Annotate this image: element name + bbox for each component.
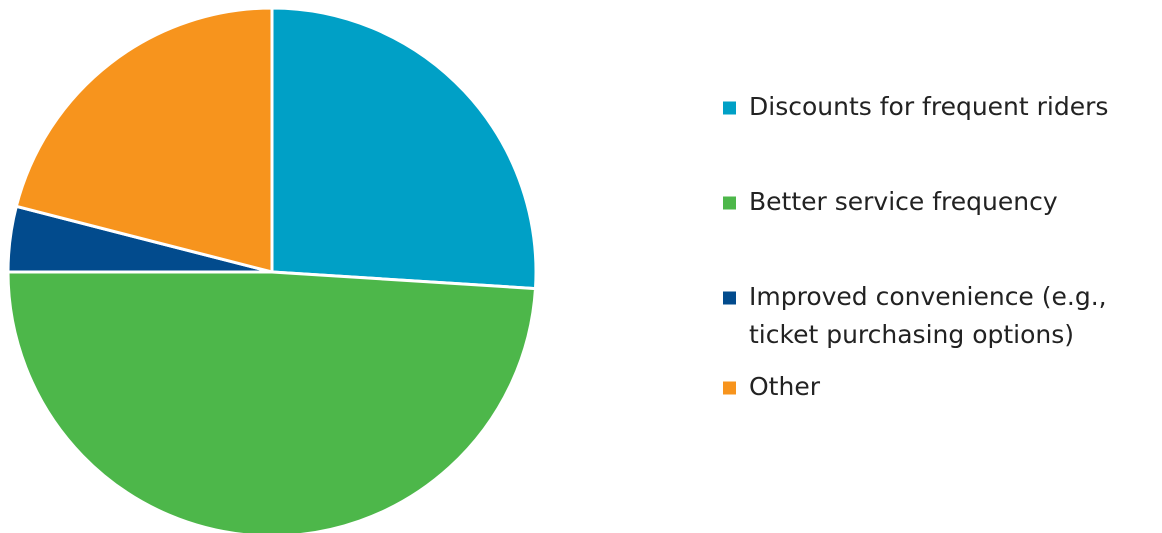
- legend-label: Discounts for frequent riders: [749, 92, 1108, 121]
- legend-item-1: Discounts for frequent riders: [723, 92, 1108, 121]
- pie-slices: [6, 6, 538, 533]
- legend-marker: [723, 101, 736, 115]
- pie-slice-1: [270, 6, 538, 291]
- legend-label: Better service frequency: [749, 187, 1058, 216]
- legend-label: Improved convenience (e.g., ticket purcha…: [749, 282, 1107, 349]
- pie-slice-2: [6, 270, 537, 533]
- legend-marker: [723, 196, 736, 210]
- legend-marker: [723, 291, 736, 305]
- legend-item-3: Improved convenience (e.g., ticket purcha…: [723, 282, 1107, 349]
- legend-marker: [723, 381, 736, 395]
- legend-item-4: Other: [723, 372, 821, 401]
- legend-item-2: Better service frequency: [723, 187, 1058, 216]
- pie-slice-4: [14, 6, 274, 274]
- legend: Discounts for frequent riders Better serv…: [723, 92, 1108, 401]
- legend-label: Other: [749, 372, 821, 401]
